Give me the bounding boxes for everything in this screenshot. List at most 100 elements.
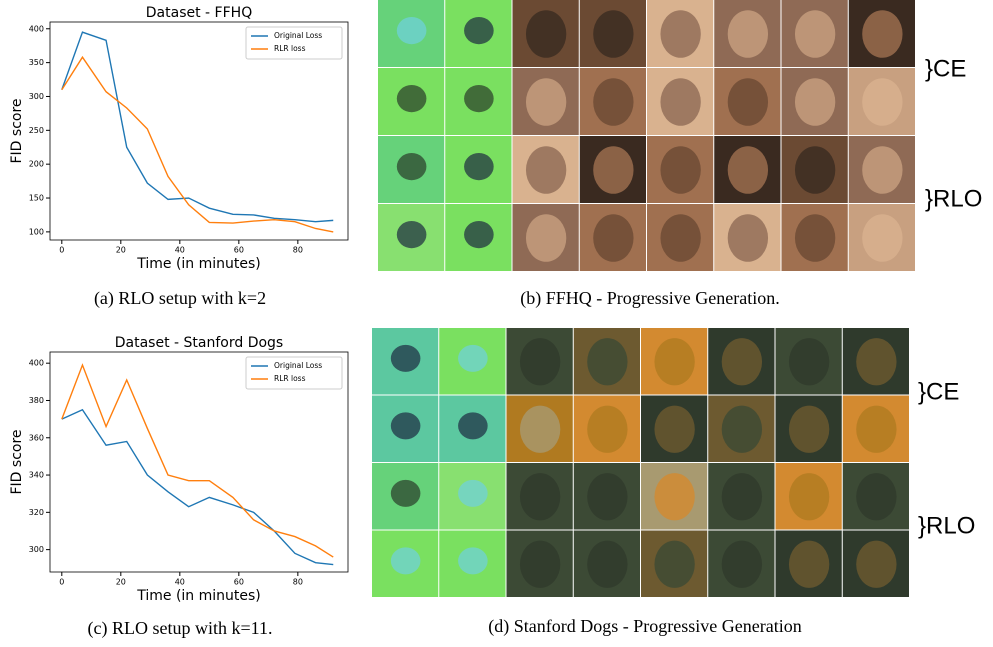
row-label: }RLO bbox=[918, 512, 975, 539]
x-tick-label: 40 bbox=[175, 578, 185, 587]
x-tick-label: 0 bbox=[59, 246, 64, 255]
image-blob bbox=[789, 338, 829, 385]
image-blob bbox=[722, 541, 762, 588]
caption: (d) Stanford Dogs - Progressive Generati… bbox=[488, 616, 801, 637]
caption: (b) FFHQ - Progressive Generation. bbox=[520, 288, 779, 309]
y-tick-label: 400 bbox=[29, 24, 44, 33]
y-tick-label: 320 bbox=[29, 508, 44, 517]
y-axis-label: FID score bbox=[9, 98, 25, 163]
image-blob bbox=[593, 10, 633, 58]
image-blob bbox=[526, 214, 566, 262]
y-tick-label: 100 bbox=[29, 227, 44, 236]
image-blob bbox=[856, 541, 896, 588]
image-blob bbox=[789, 473, 829, 520]
x-tick-label: 60 bbox=[234, 578, 244, 587]
image-blob bbox=[587, 473, 627, 520]
chart-title: Dataset - FFHQ bbox=[146, 5, 252, 21]
series-line bbox=[62, 32, 333, 222]
caption: (c) RLO setup with k=11. bbox=[88, 618, 273, 639]
x-axis-label: Time (in minutes) bbox=[136, 256, 261, 272]
image-blob bbox=[722, 473, 762, 520]
series-line bbox=[62, 410, 333, 565]
legend-label: RLR loss bbox=[274, 44, 306, 53]
image-blob bbox=[593, 146, 633, 194]
y-tick-label: 350 bbox=[29, 58, 44, 67]
image-blob bbox=[856, 338, 896, 385]
x-axis-label: Time (in minutes) bbox=[136, 588, 261, 604]
y-tick-label: 300 bbox=[29, 92, 44, 101]
x-tick-label: 20 bbox=[116, 578, 126, 587]
image-blob bbox=[856, 473, 896, 520]
x-tick-label: 20 bbox=[116, 246, 126, 255]
x-tick-label: 0 bbox=[59, 578, 64, 587]
image-blob bbox=[397, 153, 427, 180]
image-blob bbox=[654, 541, 694, 588]
chart-title: Dataset - Stanford Dogs bbox=[115, 335, 283, 351]
image-blob bbox=[795, 10, 835, 58]
image-blob bbox=[391, 547, 421, 574]
image-blob bbox=[520, 473, 560, 520]
image-blob bbox=[520, 338, 560, 385]
y-tick-label: 250 bbox=[29, 126, 44, 135]
legend-label: Original Loss bbox=[274, 361, 322, 370]
image-blob bbox=[464, 153, 494, 180]
image-blob bbox=[391, 480, 421, 507]
y-tick-label: 300 bbox=[29, 545, 44, 554]
image-blob bbox=[587, 541, 627, 588]
image-blob bbox=[728, 214, 768, 262]
x-tick-label: 80 bbox=[293, 578, 303, 587]
image-blob bbox=[458, 345, 488, 372]
image-blob bbox=[391, 345, 421, 372]
image-blob bbox=[526, 10, 566, 58]
image-blob bbox=[464, 85, 494, 112]
image-blob bbox=[728, 10, 768, 58]
image-blob bbox=[660, 146, 700, 194]
image-blob bbox=[397, 221, 427, 248]
image-blob bbox=[660, 214, 700, 262]
image-blob bbox=[593, 78, 633, 126]
caption: (a) RLO setup with k=2 bbox=[94, 288, 266, 309]
image-blob bbox=[795, 214, 835, 262]
image-blob bbox=[458, 412, 488, 439]
series-line bbox=[62, 365, 333, 557]
image-blob bbox=[856, 406, 896, 453]
image-blob bbox=[789, 541, 829, 588]
y-axis-label: FID score bbox=[9, 429, 25, 494]
image-blob bbox=[587, 406, 627, 453]
row-label: }CE bbox=[918, 378, 959, 405]
image-blob bbox=[795, 78, 835, 126]
image-blob bbox=[862, 214, 902, 262]
image-blob bbox=[862, 10, 902, 58]
row-label: }RLO bbox=[925, 185, 982, 212]
image-blob bbox=[587, 338, 627, 385]
image-blob bbox=[593, 214, 633, 262]
image-blob bbox=[789, 406, 829, 453]
legend-label: RLR loss bbox=[274, 374, 306, 383]
image-blob bbox=[464, 221, 494, 248]
figure: Dataset - FFHQ FID score Time (in minutes)… bbox=[0, 0, 993, 642]
image-blob bbox=[728, 78, 768, 126]
y-tick-label: 360 bbox=[29, 433, 44, 442]
image-blob bbox=[458, 480, 488, 507]
image-blob bbox=[795, 146, 835, 194]
image-blob bbox=[520, 541, 560, 588]
image-blob bbox=[654, 338, 694, 385]
y-tick-label: 400 bbox=[29, 359, 44, 368]
image-blob bbox=[728, 146, 768, 194]
x-tick-label: 40 bbox=[175, 246, 185, 255]
x-tick-label: 60 bbox=[234, 246, 244, 255]
y-tick-label: 340 bbox=[29, 471, 44, 480]
image-blob bbox=[458, 547, 488, 574]
image-blob bbox=[526, 78, 566, 126]
x-tick-label: 80 bbox=[293, 246, 303, 255]
image-blob bbox=[526, 146, 566, 194]
image-blob bbox=[660, 10, 700, 58]
image-blob bbox=[397, 17, 427, 44]
image-blob bbox=[722, 406, 762, 453]
series-line bbox=[62, 57, 333, 232]
row-label: }CE bbox=[925, 55, 966, 82]
image-blob bbox=[464, 17, 494, 44]
y-tick-label: 150 bbox=[29, 194, 44, 203]
image-blob bbox=[862, 146, 902, 194]
image-blob bbox=[862, 78, 902, 126]
